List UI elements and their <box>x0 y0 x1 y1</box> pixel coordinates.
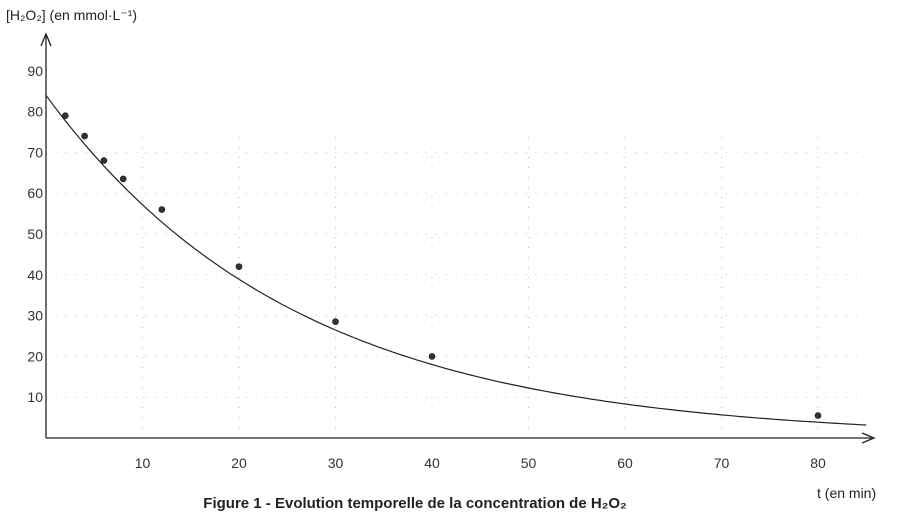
y-tick-label: 80 <box>27 104 43 120</box>
x-tick-label: 30 <box>328 455 344 471</box>
y-tick-label: 90 <box>27 63 43 79</box>
x-axis-arrow <box>861 432 876 444</box>
x-tick-label: 20 <box>231 455 247 471</box>
data-point <box>100 157 108 164</box>
y-axis-arrow <box>40 32 52 47</box>
y-tick-label: 50 <box>27 226 43 242</box>
y-axis-label: [H₂O₂] (en mmol·L⁻¹) <box>6 7 137 23</box>
y-tick-label: 40 <box>27 267 43 283</box>
x-tick-label: 60 <box>617 455 633 471</box>
data-point <box>332 318 339 326</box>
figure-caption: Figure 1 - Evolution temporelle de la co… <box>203 495 627 512</box>
x-tick-labels: 10 20 30 40 50 60 70 80 <box>135 455 826 471</box>
data-point <box>62 112 69 119</box>
y-tick-label: 70 <box>27 144 43 160</box>
data-point <box>81 132 88 140</box>
fit-curve <box>45 94 867 426</box>
y-tick-label: 60 <box>27 185 43 201</box>
data-point <box>119 175 127 183</box>
data-point <box>814 412 822 419</box>
y-tick-label: 20 <box>27 348 43 364</box>
grid-layer <box>55 132 857 438</box>
y-tick-labels: 10 20 30 40 50 60 70 90 80 <box>27 63 43 405</box>
x-tick-label: 10 <box>135 455 151 471</box>
y-tick-label: 30 <box>27 308 43 324</box>
x-tick-label: 80 <box>810 455 826 471</box>
data-point <box>235 263 243 270</box>
x-tick-label: 70 <box>714 455 730 471</box>
x-tick-label: 50 <box>521 455 537 471</box>
data-point <box>428 353 436 360</box>
x-tick-label: 40 <box>424 455 440 471</box>
data-points <box>62 112 822 419</box>
axes <box>40 32 876 444</box>
y-tick-label: 10 <box>27 389 43 405</box>
data-point <box>158 206 166 213</box>
x-axis-label: t (en min) <box>817 485 876 501</box>
